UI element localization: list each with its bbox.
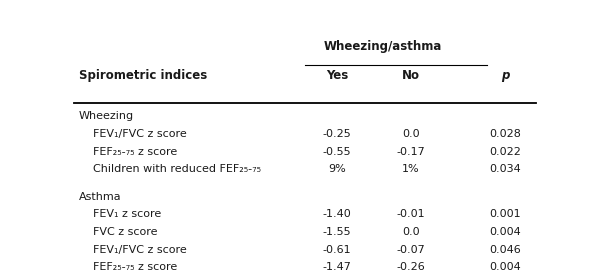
Text: -0.55: -0.55 — [323, 146, 352, 157]
Text: FEV₁/FVC z score: FEV₁/FVC z score — [93, 129, 187, 139]
Text: -0.25: -0.25 — [323, 129, 352, 139]
Text: -0.01: -0.01 — [397, 209, 425, 219]
Text: Asthma: Asthma — [79, 192, 121, 202]
Text: 0.022: 0.022 — [490, 146, 521, 157]
Text: Wheezing: Wheezing — [79, 111, 134, 121]
Text: 0.0: 0.0 — [402, 227, 420, 237]
Text: -0.07: -0.07 — [397, 245, 425, 255]
Text: 0.034: 0.034 — [490, 164, 521, 174]
Text: Children with reduced FEF₂₅-₇₅: Children with reduced FEF₂₅-₇₅ — [93, 164, 261, 174]
Text: 0.046: 0.046 — [490, 245, 521, 255]
Text: 0.028: 0.028 — [490, 129, 521, 139]
Text: FEF₂₅-₇₅ z score: FEF₂₅-₇₅ z score — [93, 146, 177, 157]
Text: Yes: Yes — [326, 69, 348, 82]
Text: -0.61: -0.61 — [323, 245, 352, 255]
Text: -1.47: -1.47 — [322, 262, 352, 272]
Text: 9%: 9% — [328, 164, 346, 174]
Text: FEF₂₅-₇₅ z score: FEF₂₅-₇₅ z score — [93, 262, 177, 272]
Text: -0.26: -0.26 — [397, 262, 425, 272]
Text: 0.004: 0.004 — [490, 227, 521, 237]
Text: -1.55: -1.55 — [323, 227, 352, 237]
Text: p: p — [502, 69, 510, 82]
Text: -0.17: -0.17 — [397, 146, 425, 157]
Text: -1.40: -1.40 — [323, 209, 352, 219]
Text: Wheezing/asthma: Wheezing/asthma — [324, 40, 443, 53]
Text: FEV₁/FVC z score: FEV₁/FVC z score — [93, 245, 187, 255]
Text: No: No — [402, 69, 420, 82]
Text: 0.004: 0.004 — [490, 262, 521, 272]
Text: 0.0: 0.0 — [402, 129, 420, 139]
Text: FEV₁ z score: FEV₁ z score — [93, 209, 161, 219]
Text: Spirometric indices: Spirometric indices — [79, 69, 207, 82]
Text: 0.001: 0.001 — [490, 209, 521, 219]
Text: 1%: 1% — [402, 164, 420, 174]
Text: FVC z score: FVC z score — [93, 227, 157, 237]
